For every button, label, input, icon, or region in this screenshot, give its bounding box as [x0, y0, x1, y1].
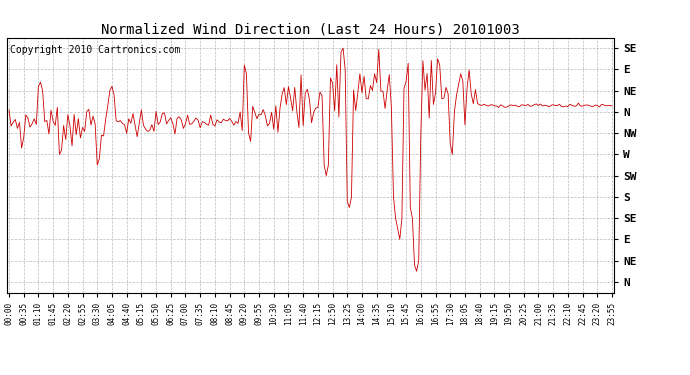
Text: Copyright 2010 Cartronics.com: Copyright 2010 Cartronics.com — [10, 45, 180, 55]
Title: Normalized Wind Direction (Last 24 Hours) 20101003: Normalized Wind Direction (Last 24 Hours… — [101, 22, 520, 36]
